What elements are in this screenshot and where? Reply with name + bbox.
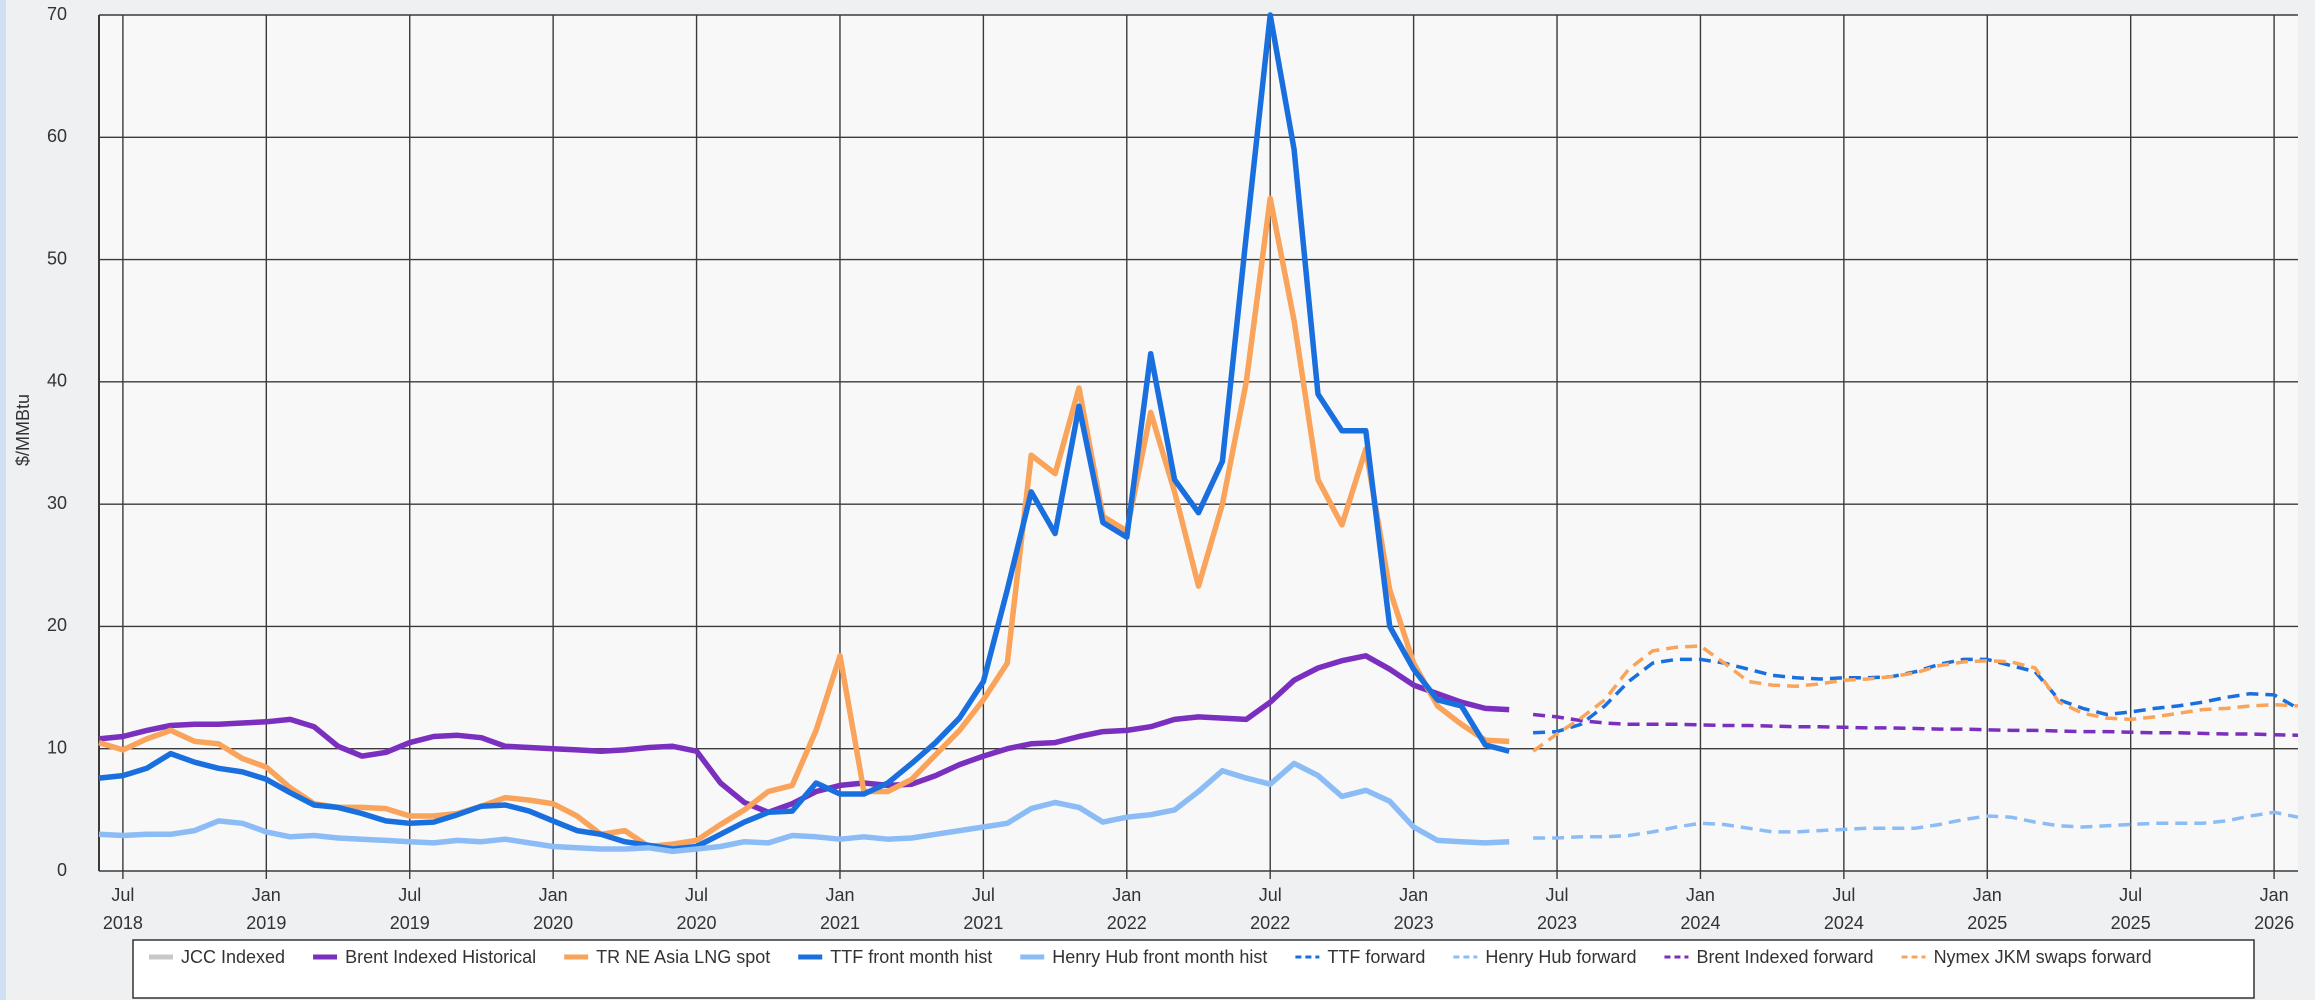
x-tick-label: Jan <box>1973 885 2002 905</box>
legend-label: Nymex JKM swaps forward <box>1934 947 2152 967</box>
y-tick-label: 30 <box>47 493 67 513</box>
x-tick-label: Jan <box>2260 885 2289 905</box>
x-tick-label: 2020 <box>677 913 717 933</box>
series-line <box>1533 810 2299 840</box>
x-tick-label: 2026 <box>2254 913 2294 933</box>
x-tick-label: Jul <box>972 885 995 905</box>
x-tick-label: Jan <box>825 885 854 905</box>
x-tick-label: Jan <box>1112 885 1141 905</box>
y-tick-label: 0 <box>57 860 67 880</box>
x-tick-label: Jul <box>111 885 134 905</box>
y-tick-label: 60 <box>47 126 67 146</box>
legend-box <box>132 939 2255 999</box>
x-tick-label: Jan <box>1399 885 1428 905</box>
y-tick-label: 50 <box>47 248 67 268</box>
x-tick-label: 2019 <box>246 913 286 933</box>
y-axis-label: $/MMBtu <box>13 394 33 466</box>
series-line <box>1532 712 2299 738</box>
x-tick-label: 2019 <box>390 913 430 933</box>
x-tick-label: 2023 <box>1394 913 1434 933</box>
series-line <box>1532 644 2299 753</box>
y-tick-label: 10 <box>47 737 67 757</box>
window-edge <box>0 0 6 1000</box>
legend-label: TTF forward <box>1327 947 1425 967</box>
series-line <box>98 12 1510 852</box>
legend-label: TR NE Asia LNG spot <box>596 947 770 967</box>
x-tick-label: Jul <box>1259 885 1282 905</box>
x-tick-label: 2022 <box>1107 913 1147 933</box>
x-tick-label: Jul <box>685 885 708 905</box>
legend-label: JCC Indexed <box>181 947 285 967</box>
series-line <box>98 760 1510 855</box>
x-tick-label: Jul <box>2119 885 2142 905</box>
x-tick-label: 2018 <box>103 913 143 933</box>
x-tick-label: Jan <box>252 885 281 905</box>
x-tick-label: Jul <box>1832 885 1855 905</box>
legend-label: Henry Hub front month hist <box>1052 947 1267 967</box>
x-tick-label: 2020 <box>533 913 573 933</box>
y-tick-label: 40 <box>47 371 67 391</box>
legend-label: TTF front month hist <box>830 947 992 967</box>
x-tick-label: 2022 <box>1250 913 1290 933</box>
x-tick-label: Jan <box>1686 885 1715 905</box>
x-tick-label: 2025 <box>1967 913 2007 933</box>
x-tick-label: 2024 <box>1824 913 1864 933</box>
x-tick-label: Jul <box>1546 885 1569 905</box>
x-tick-label: 2024 <box>1680 913 1720 933</box>
legend-label: Brent Indexed forward <box>1696 947 1873 967</box>
x-tick-label: 2023 <box>1537 913 1577 933</box>
x-tick-label: 2025 <box>2111 913 2151 933</box>
plot-area <box>99 15 2298 871</box>
legend-label: Henry Hub forward <box>1485 947 1636 967</box>
y-tick-label: 20 <box>47 615 67 635</box>
legend-label: Brent Indexed Historical <box>345 947 536 967</box>
y-tick-label: 70 <box>47 4 67 24</box>
x-tick-label: Jul <box>398 885 421 905</box>
x-tick-label: Jan <box>539 885 568 905</box>
x-tick-label: 2021 <box>963 913 1003 933</box>
series-line <box>1533 657 2299 735</box>
x-tick-label: 2021 <box>820 913 860 933</box>
